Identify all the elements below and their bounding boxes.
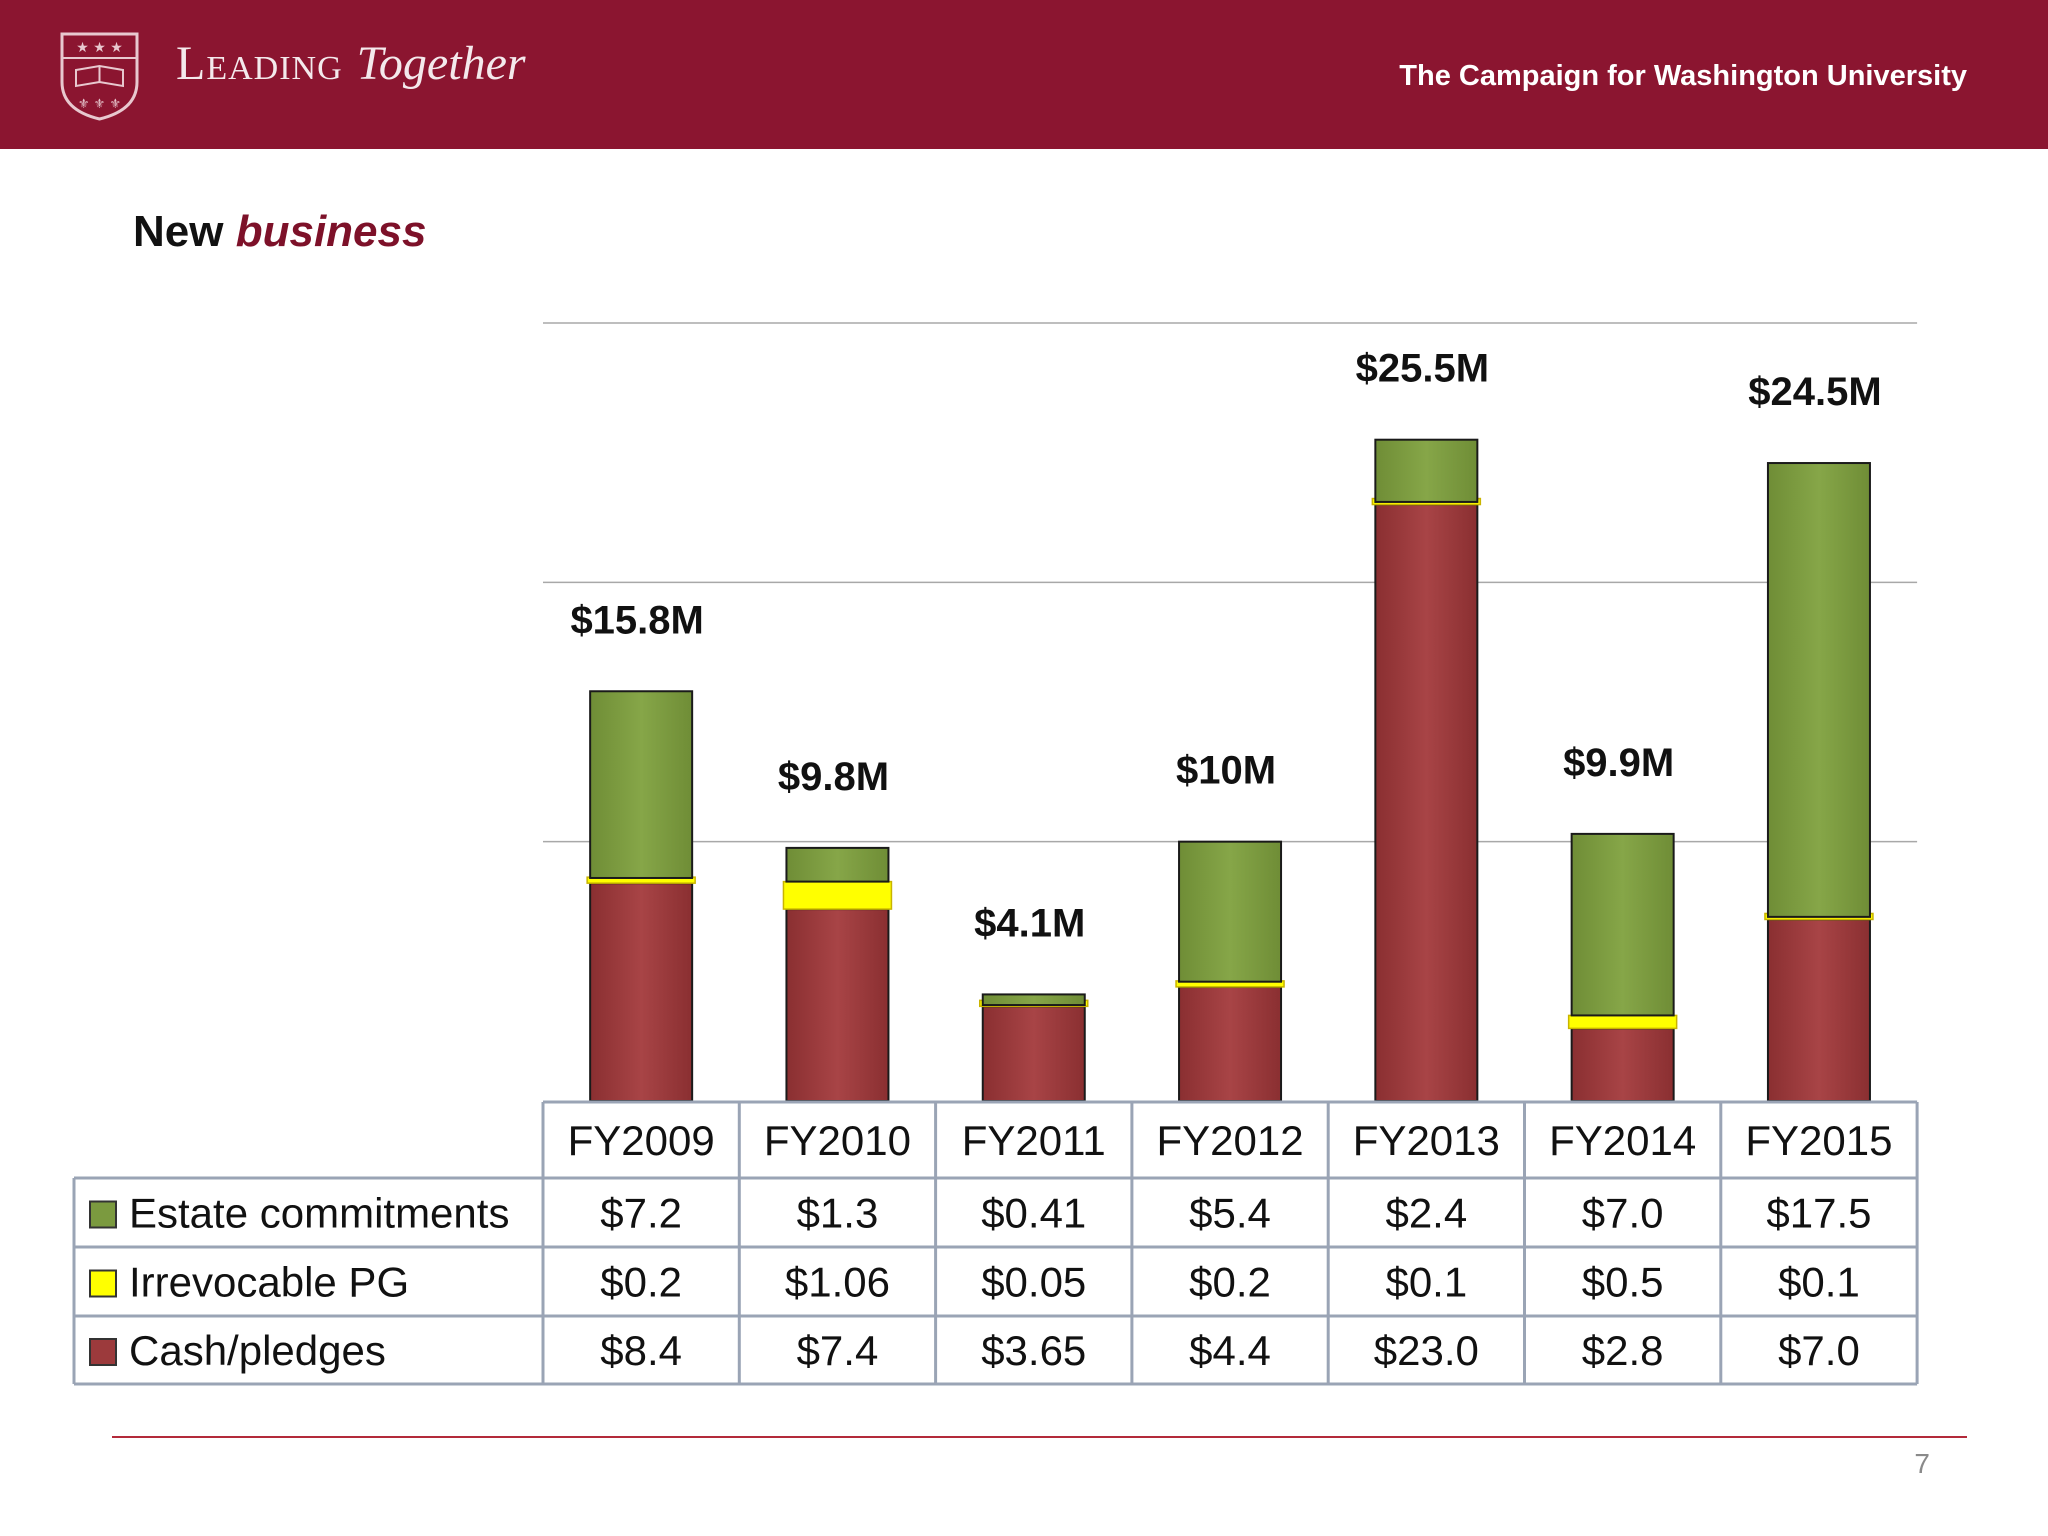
campaign-name: Leading Together xyxy=(176,36,526,91)
page-number: 7 xyxy=(1914,1448,1930,1479)
table-cell-estate-commitments-fy2014: $7.0 xyxy=(1582,1190,1664,1237)
bar-estate-commitments-fy2014 xyxy=(1570,832,1675,1017)
svg-text:⚜ ⚜ ⚜: ⚜ ⚜ ⚜ xyxy=(78,97,121,112)
bar-irrevocable-pg-fy2014 xyxy=(1567,1014,1678,1030)
table-cell-cash-pledges-fy2015: $7.0 xyxy=(1778,1327,1860,1374)
slide-title-emphasis: business xyxy=(235,207,427,256)
legend-key-irrevocable-pg xyxy=(89,1269,117,1298)
category-label-fy2010: FY2010 xyxy=(764,1117,911,1164)
bar-estate-commitments-fy2011 xyxy=(981,993,1086,1007)
campaign-name-word2: Together xyxy=(356,37,526,90)
slide-title-plain: New xyxy=(133,207,224,256)
table-cell-irrevocable-pg-fy2012: $0.2 xyxy=(1189,1259,1271,1306)
category-label-fy2014: FY2014 xyxy=(1549,1117,1696,1164)
table-cell-estate-commitments-fy2009: $7.2 xyxy=(600,1190,682,1237)
footer-divider xyxy=(112,1436,1967,1438)
bar-cash-pledges-fy2014 xyxy=(1570,1027,1675,1103)
table-cell-irrevocable-pg-fy2014: $0.5 xyxy=(1582,1259,1664,1306)
total-label-fy2013: $25.5M xyxy=(1356,347,1489,391)
table-cell-cash-pledges-fy2011: $3.65 xyxy=(981,1327,1086,1374)
table-cell-estate-commitments-fy2012: $5.4 xyxy=(1189,1190,1271,1237)
legend-label-cash-pledges: Cash/pledges xyxy=(129,1327,386,1374)
bar-irrevocable-pg-fy2010 xyxy=(782,880,893,910)
table-cell-irrevocable-pg-fy2011: $0.05 xyxy=(981,1259,1086,1306)
category-label-fy2012: FY2012 xyxy=(1156,1117,1303,1164)
table-cell-irrevocable-pg-fy2013: $0.1 xyxy=(1385,1259,1467,1306)
legend-label-estate-commitments: Estate commitments xyxy=(129,1190,509,1237)
total-label-fy2011: $4.1M xyxy=(974,901,1085,945)
category-label-fy2011: FY2011 xyxy=(962,1117,1106,1164)
campaign-header: ★ ★ ★ ⚜ ⚜ ⚜ Leading Together The Campaign… xyxy=(0,0,2048,149)
slide-title: New business xyxy=(133,207,426,257)
bar-estate-commitments-fy2015 xyxy=(1766,462,1871,918)
table-cell-cash-pledges-fy2009: $8.4 xyxy=(600,1327,682,1374)
bar-cash-pledges-fy2015 xyxy=(1766,918,1871,1103)
table-cell-estate-commitments-fy2011: $0.41 xyxy=(981,1190,1086,1237)
bar-estate-commitments-fy2010 xyxy=(785,846,890,883)
total-labels: $15.8M $9.8M $4.1M $10M $25.5M $9.9M $24.5M xyxy=(570,347,1881,946)
table-cell-cash-pledges-fy2013: $23.0 xyxy=(1374,1327,1479,1374)
bars xyxy=(586,438,1874,1103)
campaign-name-word1: Leading xyxy=(176,37,343,90)
bar-estate-commitments-fy2009 xyxy=(589,690,694,879)
campaign-tagline: The Campaign for Washington University xyxy=(1399,60,1967,92)
bar-estate-commitments-fy2012 xyxy=(1178,840,1283,983)
bar-cash-pledges-fy2012 xyxy=(1178,985,1283,1102)
bar-cash-pledges-fy2009 xyxy=(589,882,694,1102)
data-table: FY2009 FY2010 FY2011 FY2012 FY2013 FY2014 FY20… xyxy=(72,1100,1919,1386)
category-label-fy2013: FY2013 xyxy=(1353,1117,1500,1164)
table-cell-estate-commitments-fy2015: $17.5 xyxy=(1766,1190,1871,1237)
bar-estate-commitments-fy2013 xyxy=(1374,438,1479,503)
table-cell-irrevocable-pg-fy2015: $0.1 xyxy=(1778,1259,1860,1306)
total-label-fy2010: $9.8M xyxy=(778,755,889,799)
legend-label-irrevocable-pg: Irrevocable PG xyxy=(129,1259,409,1306)
bar-cash-pledges-fy2013 xyxy=(1374,503,1479,1102)
table-cell-irrevocable-pg-fy2010: $1.06 xyxy=(785,1259,890,1306)
table-cell-cash-pledges-fy2012: $4.4 xyxy=(1189,1327,1271,1374)
category-label-fy2009: FY2009 xyxy=(568,1117,715,1164)
svg-text:★ ★ ★: ★ ★ ★ xyxy=(76,40,123,56)
legend-key-estate-commitments xyxy=(89,1200,117,1229)
total-label-fy2014: $9.9M xyxy=(1563,741,1674,785)
category-label-fy2015: FY2015 xyxy=(1745,1117,1892,1164)
total-label-fy2012: $10M xyxy=(1176,749,1276,793)
total-label-fy2009: $15.8M xyxy=(570,598,703,642)
legend-key-cash-pledges xyxy=(89,1338,117,1366)
table-cell-cash-pledges-fy2014: $2.8 xyxy=(1582,1327,1664,1374)
bar-cash-pledges-fy2011 xyxy=(981,1005,1086,1102)
table-cell-estate-commitments-fy2013: $2.4 xyxy=(1385,1190,1467,1237)
stacked-bar-chart: $15.8M $9.8M $4.1M $10M $25.5M $9.9M $24.5M FY… xyxy=(72,322,1919,1386)
table-cell-irrevocable-pg-fy2009: $0.2 xyxy=(600,1259,682,1306)
university-crest-icon: ★ ★ ★ ⚜ ⚜ ⚜ xyxy=(60,32,139,121)
bar-cash-pledges-fy2010 xyxy=(785,908,890,1102)
table-cell-estate-commitments-fy2010: $1.3 xyxy=(797,1190,879,1237)
total-label-fy2015: $24.5M xyxy=(1748,370,1881,414)
table-cell-cash-pledges-fy2010: $7.4 xyxy=(797,1327,879,1374)
